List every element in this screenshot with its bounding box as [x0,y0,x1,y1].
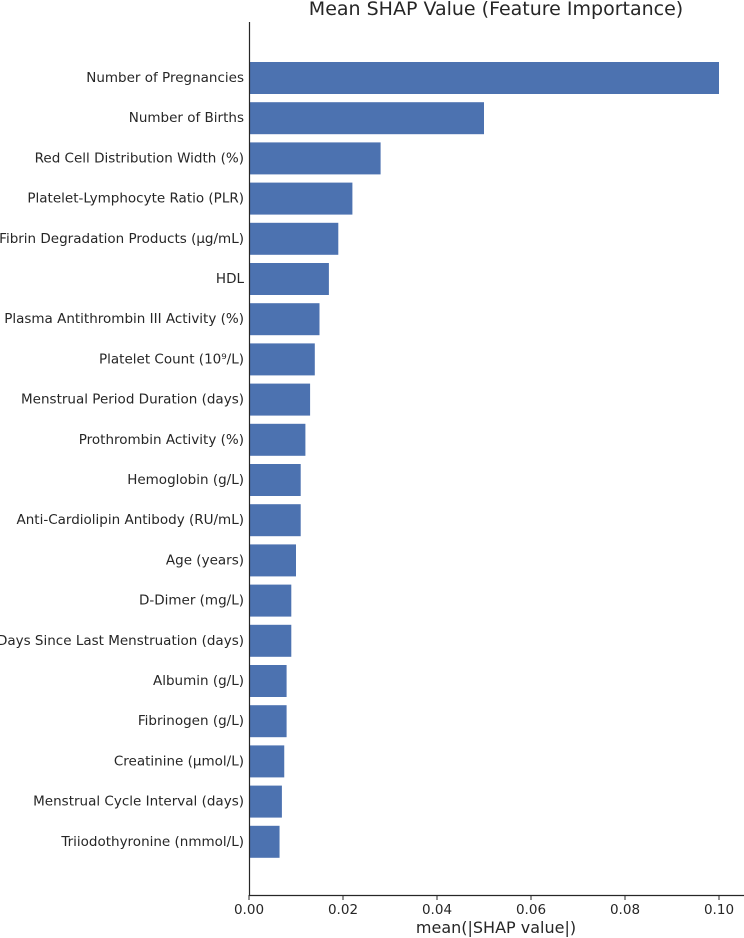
bar [249,423,306,456]
bars-group [249,62,719,858]
y-tick-label: D-Dimer (mg/L) [139,593,244,609]
x-tick-label: 0.06 [516,902,546,918]
x-axis-ticks: 0.00 0.02 0.04 0.06 0.08 0.10 [234,895,734,918]
x-tick-label: 0.02 [328,902,358,918]
bar [249,825,280,858]
bar [249,222,339,255]
y-tick-label: Fibrin Degradation Products (µg/mL) [0,231,244,247]
bar [249,383,311,416]
bar [249,785,282,818]
bar [249,343,315,376]
y-tick-label: Number of Pregnancies [86,70,244,86]
bar [249,102,484,135]
bar [249,62,719,94]
bar [249,182,353,215]
chart-title: Mean SHAP Value (Feature Importance) [309,0,683,20]
x-tick-label: 0.00 [234,902,264,918]
y-tick-label: Platelet Count (10⁹/L) [99,351,244,367]
y-tick-label: Days Since Last Menstruation (days) [0,633,244,649]
x-tick-label: 0.10 [704,902,734,918]
bar [249,705,287,738]
y-tick-label: Prothrombin Activity (%) [79,432,244,448]
y-tick-label: Red Cell Distribution Width (%) [35,150,244,166]
y-tick-label: Age (years) [166,552,244,568]
y-tick-label: Number of Births [129,110,244,126]
bar [249,544,296,577]
x-tick-label: 0.08 [610,902,640,918]
bar [249,142,381,175]
x-tick-label: 0.04 [422,902,452,918]
y-tick-label: Menstrual Cycle Interval (days) [33,794,244,810]
bar [249,584,292,617]
y-tick-label: HDL [216,271,245,287]
y-tick-label: Anti-Cardiolipin Antibody (RU/mL) [17,512,245,528]
bar [249,263,329,295]
bar [249,745,285,778]
x-axis-label: mean(|SHAP value|) [416,918,576,937]
bar [249,665,287,697]
y-tick-label: Albumin (g/L) [153,673,244,689]
y-tick-label: Fibrinogen (g/L) [138,713,244,729]
bar [249,624,292,657]
y-tick-label: Platelet-Lymphocyte Ratio (PLR) [27,191,244,207]
bar [249,303,320,336]
y-tick-label: Hemoglobin (g/L) [127,472,244,488]
y-tick-label: Creatinine (µmol/L) [114,753,244,769]
bar [249,464,301,496]
y-tick-labels: Number of Pregnancies Number of Births Red… [0,70,244,850]
y-tick-label: Plasma Antithrombin III Activity (%) [4,311,244,327]
y-tick-label: Triiodothyronine (nmmol/L) [60,834,244,850]
bar [249,504,301,537]
y-tick-label: Menstrual Period Duration (days) [21,392,244,408]
